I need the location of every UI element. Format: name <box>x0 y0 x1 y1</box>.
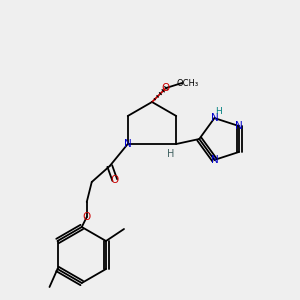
Text: H: H <box>167 149 174 159</box>
Text: O: O <box>162 83 170 93</box>
Text: N: N <box>235 121 243 131</box>
Text: O: O <box>82 212 91 222</box>
Text: OCH₃: OCH₃ <box>177 79 199 88</box>
Text: N: N <box>124 139 132 149</box>
Text: N: N <box>211 155 218 165</box>
Text: N: N <box>211 113 218 123</box>
Text: O: O <box>111 175 119 185</box>
Text: H: H <box>215 106 222 116</box>
